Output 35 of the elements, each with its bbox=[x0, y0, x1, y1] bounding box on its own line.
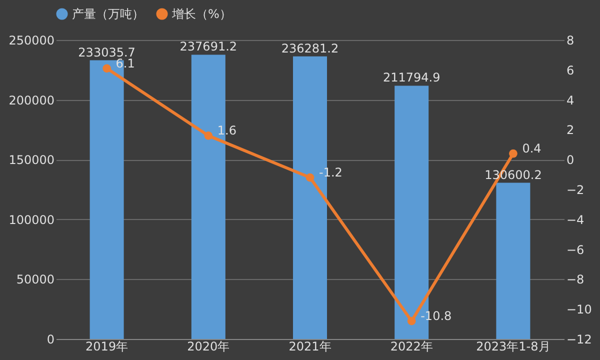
x-tick-label: 2021年 bbox=[288, 340, 332, 354]
x-tick-label: 2020年 bbox=[187, 340, 230, 354]
y-tick-label: 50000 bbox=[16, 272, 54, 287]
point bbox=[204, 132, 213, 140]
point bbox=[407, 316, 416, 326]
y-tick-label: 250000 bbox=[8, 34, 54, 48]
y-tick-label: 100000 bbox=[8, 212, 54, 227]
y2-tick-label: −2 bbox=[566, 183, 584, 197]
y2-tick-label: 8 bbox=[566, 34, 574, 48]
y2-tick-label: −8 bbox=[566, 272, 584, 287]
bar bbox=[496, 182, 530, 339]
data-label: 237691.2 bbox=[180, 40, 238, 54]
legend-label: 产量（万吨） bbox=[72, 7, 144, 21]
point bbox=[509, 149, 518, 158]
y2-tick-label: −4 bbox=[566, 212, 584, 227]
y2-tick-label: −10 bbox=[566, 302, 592, 317]
data-label: 233035.7 bbox=[78, 45, 136, 60]
point bbox=[306, 173, 314, 182]
y2-tick-label: 0 bbox=[566, 153, 574, 168]
x-tick-label: 2023年1-8月 bbox=[476, 340, 550, 354]
y-tick-label: 150000 bbox=[8, 153, 54, 168]
point bbox=[102, 64, 111, 73]
data-label: 0.4 bbox=[522, 142, 542, 156]
y-tick-label: 200000 bbox=[8, 93, 54, 108]
y2-tick-label: 4 bbox=[566, 93, 574, 108]
data-label: 211794.9 bbox=[382, 70, 440, 85]
y2-tick-label: 2 bbox=[566, 123, 574, 138]
x-tick-label: 2019年 bbox=[86, 340, 128, 354]
y2-tick-label: −12 bbox=[566, 332, 592, 346]
y-tick-label: 0 bbox=[46, 332, 54, 346]
legend-label: 增长（%） bbox=[171, 7, 232, 21]
y2-tick-label: −6 bbox=[566, 242, 584, 257]
x-tick-label: 2022年 bbox=[390, 340, 433, 354]
y2-tick-label: 6 bbox=[566, 63, 574, 78]
data-label: 236281.2 bbox=[281, 41, 339, 56]
